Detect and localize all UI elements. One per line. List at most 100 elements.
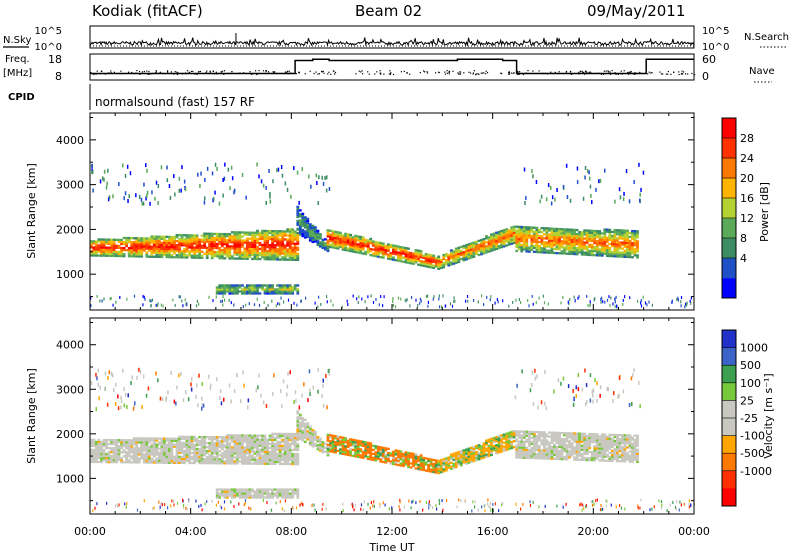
- nave-point: [522, 73, 524, 76]
- heatmap-cell: [210, 240, 214, 244]
- heatmap-cell: [334, 238, 337, 242]
- heatmap-cell: [238, 239, 242, 242]
- heatmap-cell: [621, 247, 624, 250]
- heatmap-cell: [517, 225, 521, 228]
- heatmap-cell: [459, 458, 463, 461]
- nave-point: [517, 72, 519, 74]
- heatmap-cell: [223, 452, 227, 455]
- heatmap-cell: [225, 440, 229, 443]
- heatmap-cell: [173, 250, 176, 253]
- heatmap-cell: [356, 447, 360, 450]
- heatmap-cell: [195, 453, 199, 457]
- heatmap-cell: [291, 240, 295, 243]
- heatmap-cell: [170, 443, 174, 446]
- heatmap-cell: [251, 249, 254, 252]
- heatmap-cell: [213, 450, 217, 453]
- heatmap-cell: [429, 258, 433, 261]
- heatmap-cell: [246, 233, 249, 236]
- heatmap-cell: [505, 438, 509, 441]
- heatmap-cell: [152, 243, 156, 246]
- heatmap-cell: [477, 253, 481, 257]
- heatmap-cell: [530, 452, 534, 456]
- heatmap-cell: [150, 249, 154, 252]
- heatmap-cell: [291, 252, 295, 255]
- heatmap-cell: [127, 441, 131, 444]
- heatmap-cell: [195, 459, 199, 463]
- heatmap-cell: [238, 286, 242, 289]
- heatmap-cell: [173, 439, 176, 442]
- heatmap-cell: [527, 230, 531, 233]
- heatmap-cell: [258, 438, 262, 441]
- heatmap-cell: [485, 247, 488, 250]
- heatmap-cell: [218, 251, 222, 254]
- heatmap-cell: [359, 444, 363, 447]
- heatmap-cell: [371, 242, 375, 245]
- heatmap-cell: [520, 438, 524, 441]
- heatmap-cell: [500, 240, 503, 243]
- heatmap-cell: [402, 256, 405, 259]
- heatmap-cell: [442, 263, 446, 267]
- heatmap-cell: [520, 456, 524, 459]
- nave-point: [607, 70, 609, 72]
- heatmap-cell: [341, 448, 345, 451]
- nave-point: [327, 73, 329, 75]
- heatmap-cell: [283, 300, 285, 304]
- heatmap-cell: [225, 284, 229, 287]
- heatmap-cell: [553, 241, 556, 245]
- heatmap-cell: [306, 223, 310, 226]
- heatmap-cell: [246, 492, 249, 495]
- heatmap-cell: [608, 248, 612, 252]
- heatmap-cell: [356, 237, 360, 240]
- heatmap-cell: [211, 171, 214, 176]
- heatmap-cell: [107, 242, 111, 245]
- heatmap-cell: [354, 246, 357, 250]
- nave-point: [295, 73, 297, 75]
- heatmap-cell: [228, 454, 232, 457]
- heatmap-cell: [444, 459, 448, 462]
- heatmap-cell: [122, 461, 126, 464]
- heatmap-cell: [618, 187, 621, 192]
- heatmap-cell: [233, 494, 237, 497]
- heatmap-cell: [256, 284, 259, 287]
- heatmap-cell: [374, 242, 378, 246]
- heatmap-cell: [558, 252, 561, 255]
- heatmap-cell: [281, 250, 285, 253]
- heatmap-cell: [225, 288, 229, 291]
- heatmap-cell: [102, 450, 106, 454]
- heatmap-cell: [132, 255, 136, 258]
- heatmap-cell: [283, 254, 287, 257]
- heatmap-cell: [223, 257, 227, 260]
- heatmap-cell: [127, 445, 131, 448]
- heatmap-cell: [223, 288, 227, 291]
- heatmap-cell: [203, 232, 207, 235]
- nave-point: [128, 71, 130, 73]
- heatmap-cell: [173, 244, 176, 247]
- heatmap-cell: [124, 191, 127, 196]
- heatmap-cell: [543, 245, 546, 248]
- heatmap-cell: [205, 436, 209, 439]
- heatmap-cell: [175, 254, 179, 257]
- heatmap-cell: [243, 438, 247, 441]
- heatmap-cell: [387, 257, 390, 260]
- heatmap-cell: [223, 249, 227, 252]
- nave-point: [170, 71, 172, 73]
- heatmap-cell: [569, 198, 572, 203]
- heatmap-cell: [530, 454, 534, 458]
- heatmap-cell: [288, 246, 292, 249]
- heatmap-cell: [371, 448, 375, 451]
- heatmap-cell: [293, 246, 297, 249]
- nave-point: [485, 73, 487, 75]
- heatmap-cell: [271, 450, 274, 453]
- heatmap-cell: [263, 446, 267, 449]
- heatmap-cell: [117, 246, 121, 250]
- heatmap-cell: [198, 443, 201, 447]
- heatmap-cell: [218, 444, 222, 447]
- heatmap-cell: [296, 445, 300, 448]
- heatmap-cell: [344, 244, 347, 248]
- heatmap-cell: [636, 232, 639, 235]
- heatmap-cell: [228, 284, 232, 287]
- heatmap-cell: [631, 256, 634, 259]
- heatmap-cell: [399, 454, 403, 457]
- heatmap-cell: [130, 457, 134, 460]
- nave-point: [265, 70, 267, 72]
